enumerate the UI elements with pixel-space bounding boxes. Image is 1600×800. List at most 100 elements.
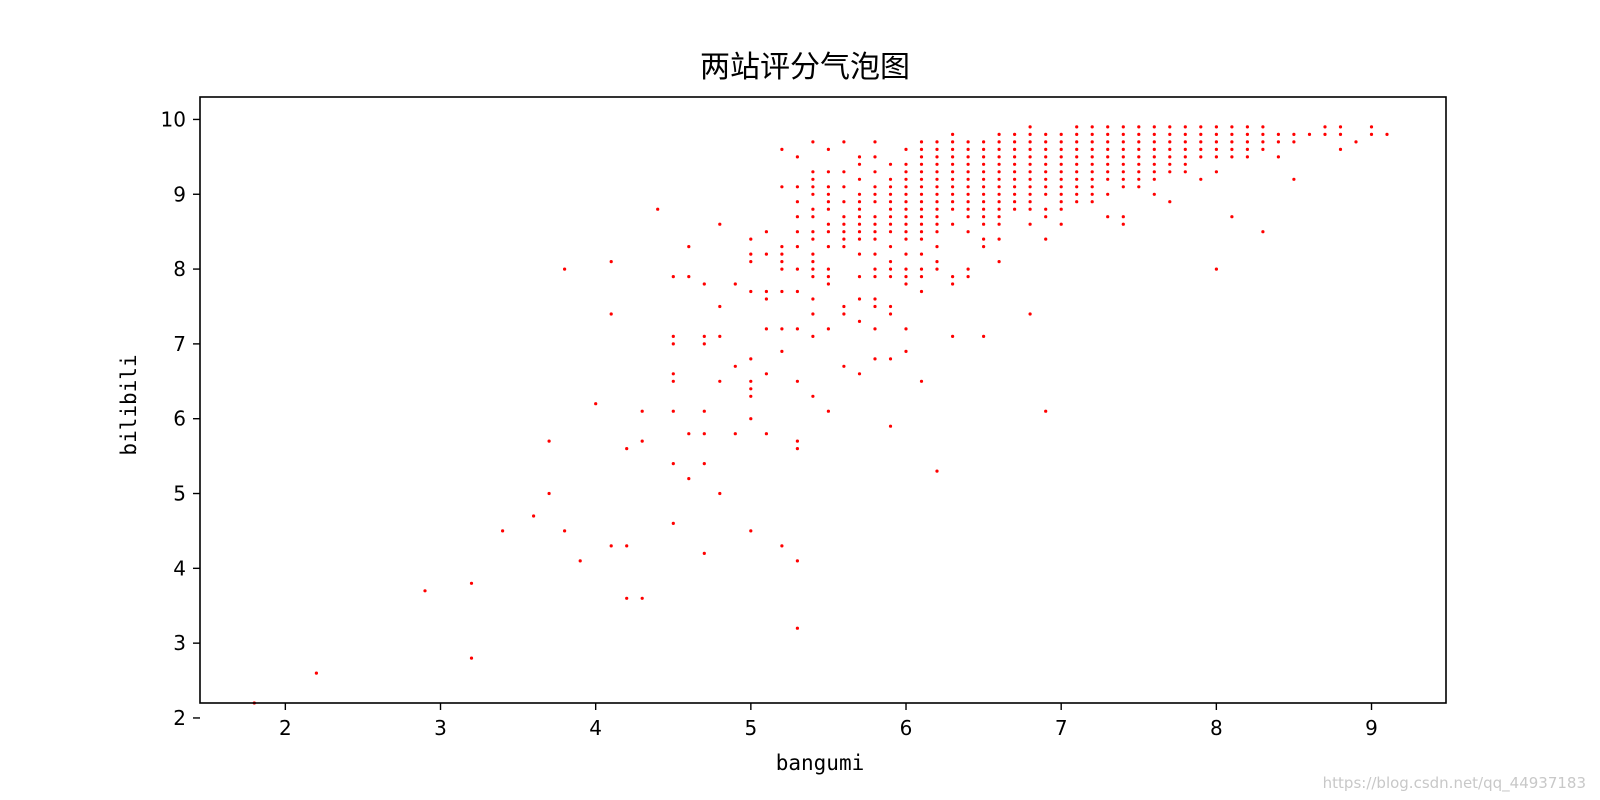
x-tick-label: 3 bbox=[434, 716, 447, 740]
data-point bbox=[966, 155, 970, 159]
data-point bbox=[982, 147, 986, 151]
data-point bbox=[1028, 207, 1032, 211]
data-point bbox=[1090, 125, 1094, 129]
data-point bbox=[811, 215, 815, 219]
data-point bbox=[904, 230, 908, 234]
data-point bbox=[826, 207, 831, 211]
data-point bbox=[888, 304, 893, 309]
data-point bbox=[1013, 132, 1017, 136]
data-point bbox=[671, 334, 675, 338]
data-point bbox=[826, 230, 831, 234]
data-point bbox=[951, 275, 955, 279]
data-point bbox=[997, 170, 1001, 174]
data-point bbox=[873, 357, 877, 361]
data-point bbox=[811, 170, 815, 174]
data-point bbox=[811, 394, 815, 398]
data-point bbox=[501, 529, 505, 533]
data-point bbox=[919, 147, 924, 151]
data-point bbox=[997, 215, 1001, 219]
data-point bbox=[795, 230, 800, 234]
data-point bbox=[1090, 147, 1094, 151]
data-point bbox=[1013, 147, 1017, 151]
data-point bbox=[1245, 132, 1249, 136]
data-point bbox=[997, 132, 1001, 136]
data-point bbox=[935, 469, 939, 473]
data-point bbox=[1090, 192, 1094, 196]
data-point bbox=[749, 394, 753, 398]
data-point bbox=[951, 282, 955, 286]
data-point bbox=[1028, 200, 1032, 204]
data-point bbox=[811, 260, 815, 264]
data-point bbox=[982, 162, 986, 166]
data-point bbox=[1059, 147, 1063, 151]
data-point bbox=[687, 275, 691, 279]
data-point bbox=[966, 267, 970, 271]
data-point bbox=[1214, 125, 1218, 129]
data-point bbox=[935, 140, 939, 144]
data-point bbox=[1183, 162, 1187, 166]
x-tick-label: 6 bbox=[900, 716, 913, 740]
data-point bbox=[935, 192, 939, 196]
data-point bbox=[563, 529, 567, 533]
data-point bbox=[702, 282, 706, 286]
data-point bbox=[1044, 192, 1048, 196]
y-tick-label: 2 bbox=[173, 706, 186, 730]
data-point bbox=[857, 319, 862, 323]
data-point bbox=[1214, 132, 1218, 136]
data-point bbox=[1261, 140, 1265, 144]
data-point bbox=[997, 237, 1001, 241]
data-point bbox=[826, 192, 831, 196]
data-point bbox=[842, 312, 846, 316]
data-point bbox=[1059, 140, 1063, 144]
data-point bbox=[966, 177, 970, 181]
data-point bbox=[842, 304, 846, 309]
data-point bbox=[904, 349, 908, 353]
data-point bbox=[982, 192, 986, 196]
x-axis-label: bangumi bbox=[776, 751, 865, 775]
plot-frame bbox=[199, 96, 1447, 704]
data-point bbox=[780, 327, 784, 331]
data-point bbox=[1183, 147, 1187, 151]
data-point bbox=[1137, 162, 1141, 166]
data-point bbox=[857, 275, 862, 279]
data-point bbox=[578, 559, 582, 563]
data-point bbox=[671, 342, 675, 346]
data-point bbox=[1075, 140, 1079, 144]
data-point bbox=[842, 170, 846, 174]
data-point bbox=[532, 514, 536, 518]
data-point bbox=[780, 245, 784, 249]
data-point bbox=[1168, 162, 1172, 166]
data-point bbox=[1106, 162, 1110, 166]
data-point bbox=[1044, 132, 1048, 136]
data-point bbox=[919, 177, 924, 181]
data-point bbox=[780, 147, 784, 151]
data-point bbox=[1245, 140, 1249, 144]
data-point bbox=[718, 334, 722, 338]
data-point bbox=[811, 334, 815, 338]
data-point bbox=[997, 177, 1001, 181]
data-point bbox=[469, 581, 474, 585]
data-point bbox=[1028, 140, 1032, 144]
data-point bbox=[718, 379, 722, 383]
data-point bbox=[1137, 147, 1141, 151]
data-point bbox=[469, 656, 474, 660]
data-point bbox=[888, 162, 893, 166]
data-point bbox=[1152, 125, 1156, 129]
data-point bbox=[1292, 177, 1296, 181]
data-point bbox=[1028, 177, 1032, 181]
data-point bbox=[1028, 185, 1032, 189]
data-point bbox=[904, 215, 908, 219]
data-point bbox=[982, 237, 986, 241]
data-point bbox=[904, 200, 908, 204]
data-point bbox=[935, 200, 939, 204]
data-point bbox=[1013, 192, 1017, 196]
data-point bbox=[1152, 147, 1156, 151]
data-point bbox=[1013, 177, 1017, 181]
watermark: https://blog.csdn.net/qq_44937183 bbox=[1322, 774, 1586, 792]
data-point bbox=[1338, 132, 1343, 136]
data-point bbox=[671, 521, 675, 526]
x-tick-label: 9 bbox=[1365, 716, 1378, 740]
data-point bbox=[873, 230, 877, 234]
data-point bbox=[951, 207, 955, 211]
data-point bbox=[314, 671, 318, 675]
